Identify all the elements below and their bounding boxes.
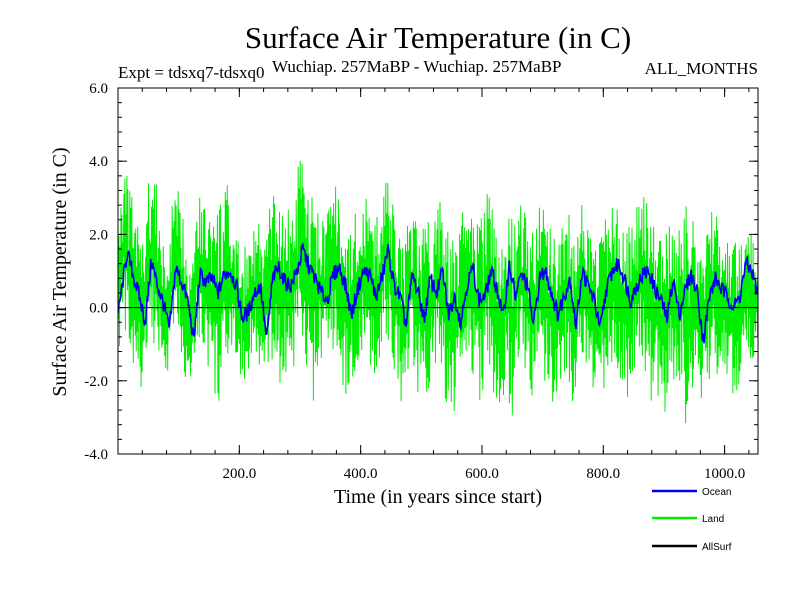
legend-label-land: Land <box>702 514 724 525</box>
series-land-line <box>118 160 758 424</box>
legend-label-ocean: Ocean <box>702 487 731 498</box>
plot-frame <box>117 87 759 455</box>
plot-clip-group <box>118 160 758 424</box>
legend: Ocean Land AllSurf <box>652 487 732 553</box>
y-axis-label: Surface Air Temperature (in C) <box>49 147 71 396</box>
y-tick-label: 0.0 <box>89 301 108 317</box>
y-tick-label: -4.0 <box>84 447 108 463</box>
legend-label-allsurf: AllSurf <box>702 542 732 553</box>
x-tick-label: 800.0 <box>586 466 620 482</box>
y-tick-label: 2.0 <box>89 227 108 243</box>
axes: -4.0 -2.0 0.0 2.0 4.0 6.0 200.0 400.0 600.0 800.0… <box>84 81 759 482</box>
x-tick-label: 200.0 <box>222 466 256 482</box>
chart-title: Surface Air Temperature (in C) <box>245 20 631 55</box>
y-tick-label: -2.0 <box>84 374 108 390</box>
x-tick-label: 600.0 <box>465 466 499 482</box>
expt-label: Expt = tdsxq7-tdsxq0 <box>118 63 265 82</box>
period-label: ALL_MONTHS <box>645 59 758 78</box>
x-tick-label: 400.0 <box>344 466 378 482</box>
y-tick-label: 6.0 <box>89 81 108 97</box>
plot-area <box>118 160 758 424</box>
y-tick-label: 4.0 <box>89 154 108 170</box>
chart-subtitle: Wuchiap. 257MaBP - Wuchiap. 257MaBP <box>272 57 562 76</box>
x-axis-label: Time (in years since start) <box>334 486 542 508</box>
series-ocean-line <box>118 243 758 344</box>
x-tick-label: 1000.0 <box>704 466 745 482</box>
